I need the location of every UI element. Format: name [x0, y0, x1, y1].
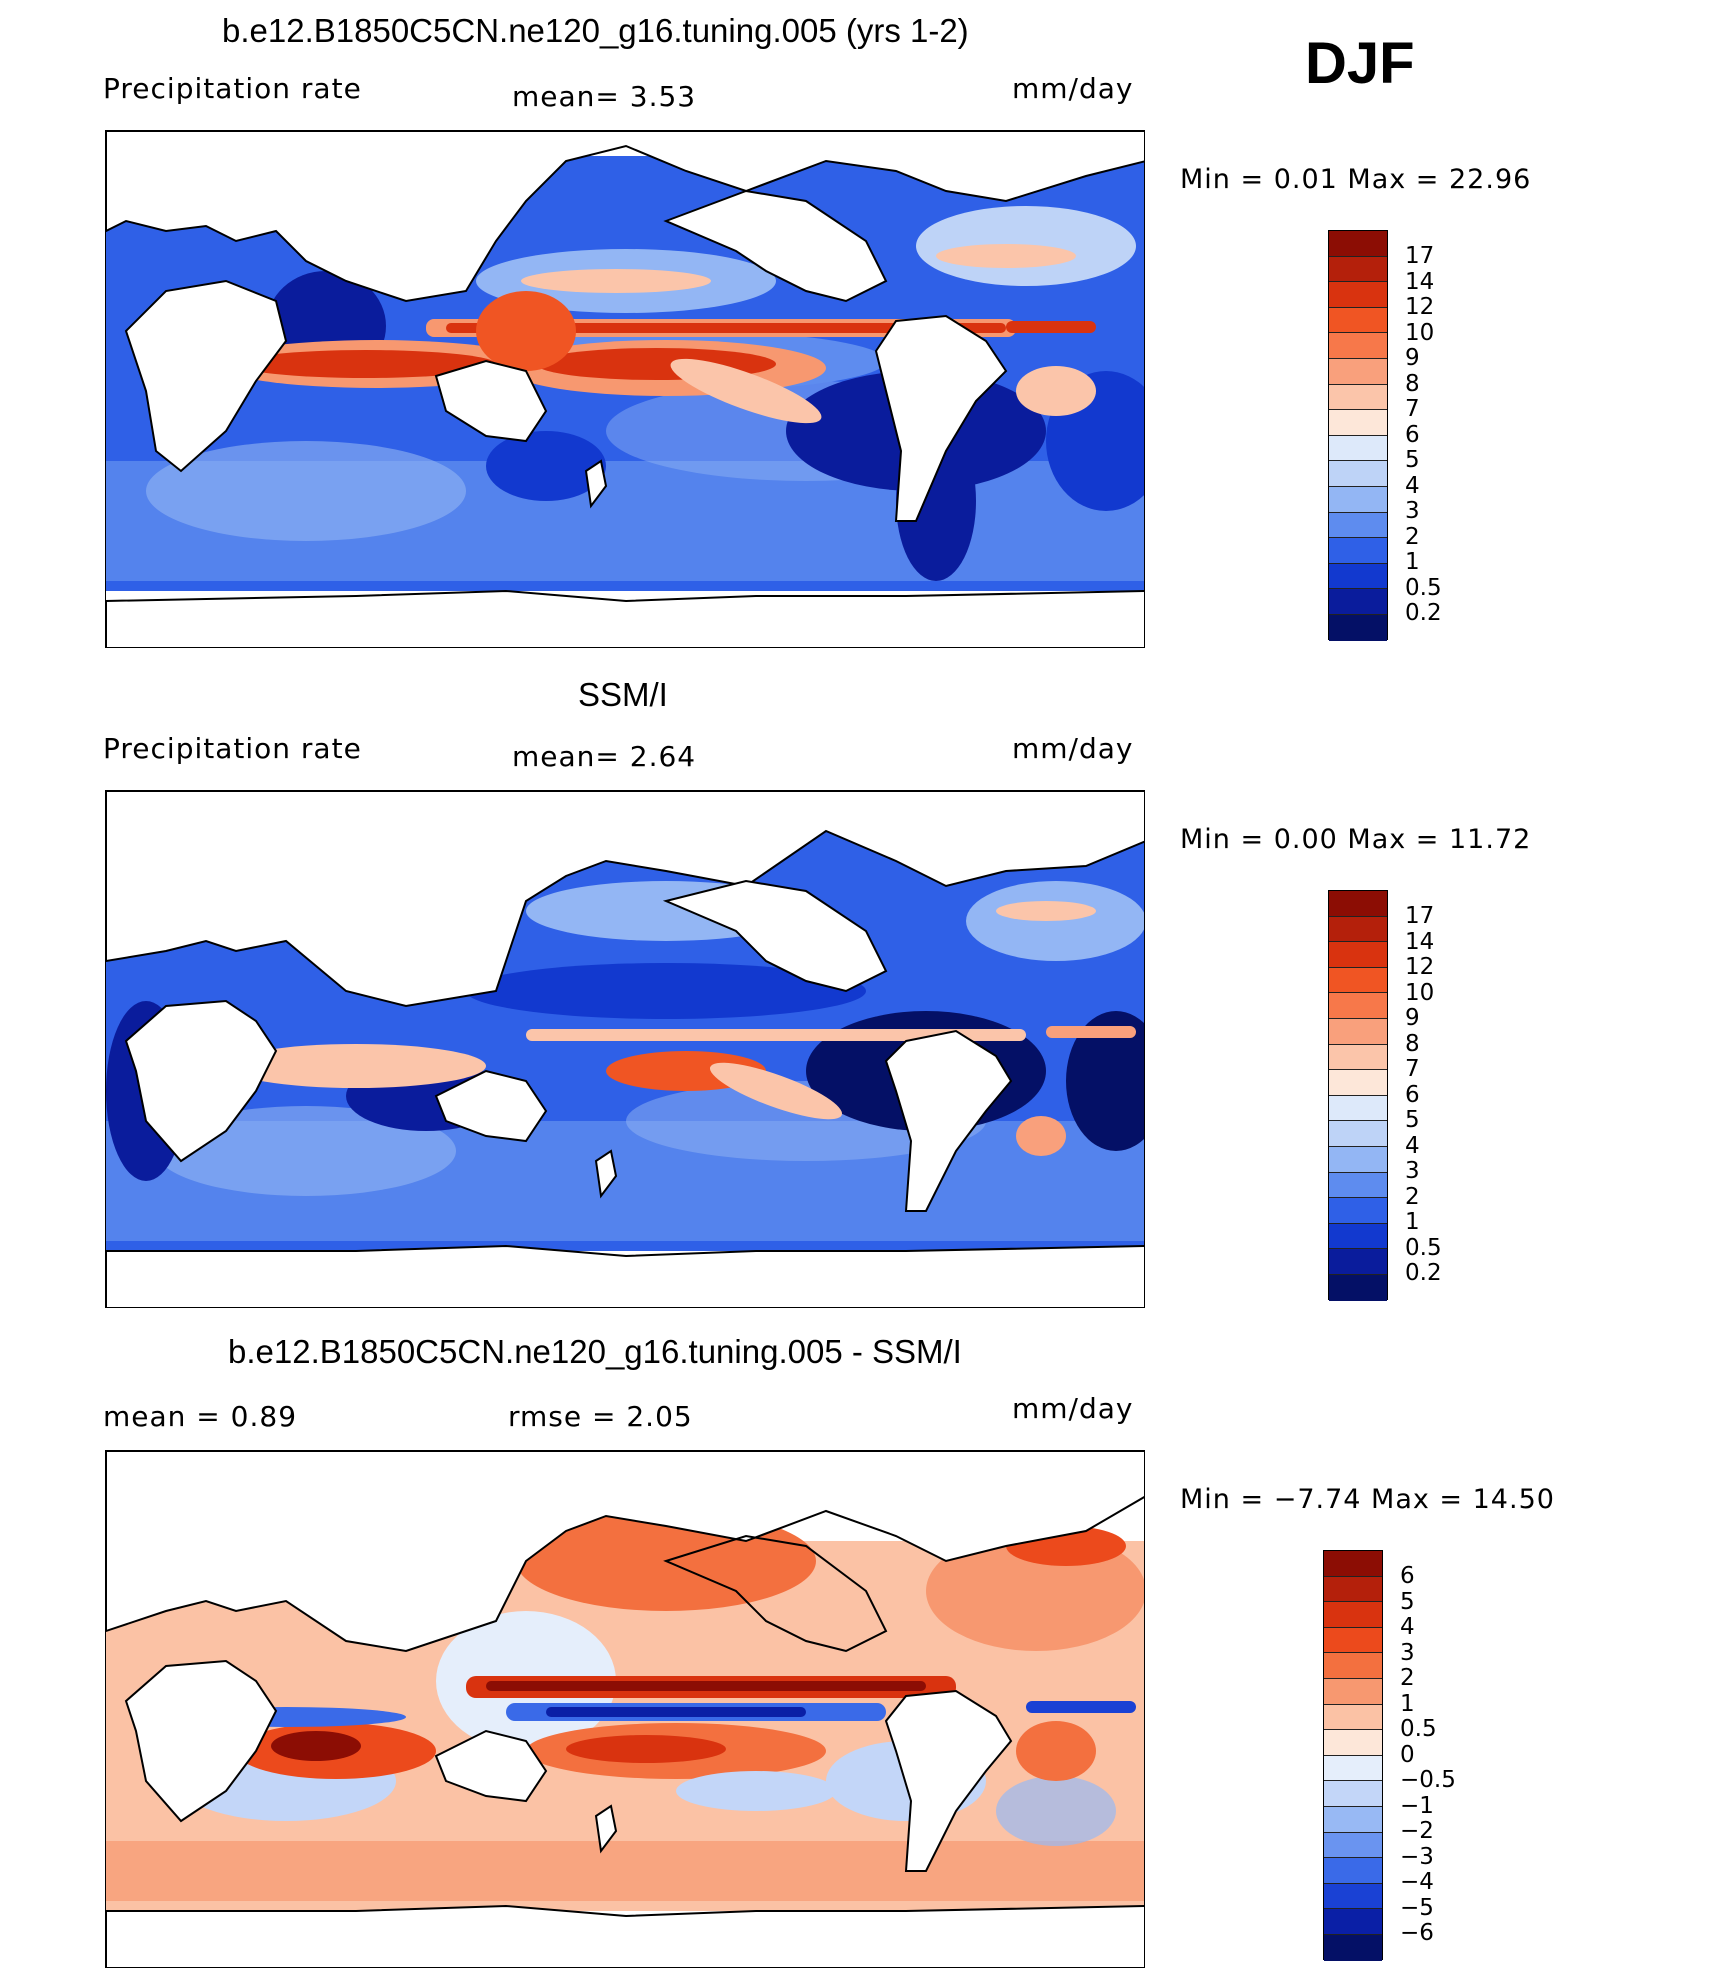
tick-label: 0 [1400, 1741, 1415, 1768]
tick-label: 5 [1405, 447, 1420, 473]
tick-label: 12 [1405, 294, 1435, 320]
panel-units-obs: mm/day [1012, 732, 1134, 765]
panel-title-diff: b.e12.B1850C5CN.ne120_g16.tuning.005 - S… [228, 1333, 962, 1370]
tick-label: 8 [1405, 370, 1420, 397]
panel-mean-model: mean= 3.53 [512, 80, 697, 113]
tick-label: 0.5 [1400, 1716, 1437, 1742]
panel-left-label-obs: Precipitation rate [103, 732, 362, 765]
tick-label: 7 [1405, 396, 1420, 422]
tick-label: 1 [1405, 1209, 1420, 1235]
tick-label: −6 [1400, 1920, 1434, 1946]
season-label: DJF [1305, 31, 1415, 96]
tick-label: 6 [1400, 1563, 1415, 1589]
tick-label: 9 [1405, 345, 1420, 371]
tick-label: 17 [1405, 903, 1435, 929]
tick-label: 6 [1405, 1081, 1420, 1108]
tick-label: 5 [1400, 1588, 1415, 1615]
tick-label: 12 [1405, 954, 1435, 980]
tick-label: 4 [1405, 472, 1420, 499]
map-model-precip [105, 130, 1145, 648]
tick-label: 1 [1400, 1690, 1415, 1717]
tick-label: 4 [1400, 1614, 1415, 1640]
tick-label: 3 [1405, 498, 1420, 524]
colorbar-ticks-model: 17 14 12 10 9 8 7 6 5 4 3 2 1 0.5 0.2 [1405, 243, 1442, 627]
colorbar-model [1328, 230, 1388, 641]
tick-label: 0.5 [1405, 574, 1442, 601]
panel-title-obs: SSM/I [578, 676, 668, 713]
tick-label: −2 [1400, 1818, 1434, 1844]
panel-title-model: b.e12.B1850C5CN.ne120_g16.tuning.005 (yr… [222, 12, 969, 49]
tick-label: 1 [1405, 549, 1420, 575]
tick-label: −5 [1400, 1894, 1434, 1921]
tick-label: −0.5 [1400, 1767, 1456, 1793]
tick-label: 3 [1405, 1158, 1420, 1184]
colorbar-diff [1323, 1550, 1383, 1961]
panel-mean-diff: mean = 0.89 [103, 1400, 298, 1433]
map-obs-precip [105, 790, 1145, 1308]
tick-label: −4 [1400, 1869, 1434, 1895]
tick-label: 8 [1405, 1030, 1420, 1057]
tick-label: 0.2 [1405, 1260, 1442, 1286]
tick-label: 17 [1405, 243, 1435, 269]
tick-label: 7 [1405, 1056, 1420, 1082]
colorbar-ticks-diff: 6 5 4 3 2 1 0.5 0 −0.5 −1 −2 −3 −4 −5 −6 [1400, 1563, 1456, 1947]
tick-label: 14 [1405, 268, 1435, 295]
minmax-diff: Min = −7.74 Max = 14.50 [1180, 1484, 1555, 1515]
tick-label: 14 [1405, 928, 1435, 955]
tick-label: 5 [1405, 1107, 1420, 1133]
tick-label: 2 [1405, 1183, 1420, 1210]
panel-units-model: mm/day [1012, 72, 1134, 105]
tick-label: 6 [1405, 421, 1420, 448]
colorbar-obs [1328, 890, 1388, 1301]
tick-label: 0.2 [1405, 600, 1442, 626]
tick-label: 9 [1405, 1005, 1420, 1031]
tick-label: −1 [1400, 1792, 1434, 1819]
map-diff-precip [105, 1450, 1145, 1968]
tick-label: −3 [1400, 1843, 1434, 1870]
panel-units-diff: mm/day [1012, 1392, 1134, 1425]
tick-label: 2 [1400, 1665, 1415, 1691]
tick-label: 3 [1400, 1639, 1415, 1666]
tick-label: 10 [1405, 319, 1435, 346]
tick-label: 2 [1405, 523, 1420, 550]
panel-rmse-diff: rmse = 2.05 [508, 1400, 693, 1433]
panel-left-label-model: Precipitation rate [103, 72, 362, 105]
minmax-obs: Min = 0.00 Max = 11.72 [1180, 824, 1532, 855]
tick-label: 10 [1405, 979, 1435, 1006]
tick-label: 0.5 [1405, 1234, 1442, 1261]
minmax-model: Min = 0.01 Max = 22.96 [1180, 164, 1532, 195]
panel-mean-obs: mean= 2.64 [512, 740, 697, 773]
tick-label: 4 [1405, 1132, 1420, 1159]
colorbar-ticks-obs: 17 14 12 10 9 8 7 6 5 4 3 2 1 0.5 0.2 [1405, 903, 1442, 1287]
